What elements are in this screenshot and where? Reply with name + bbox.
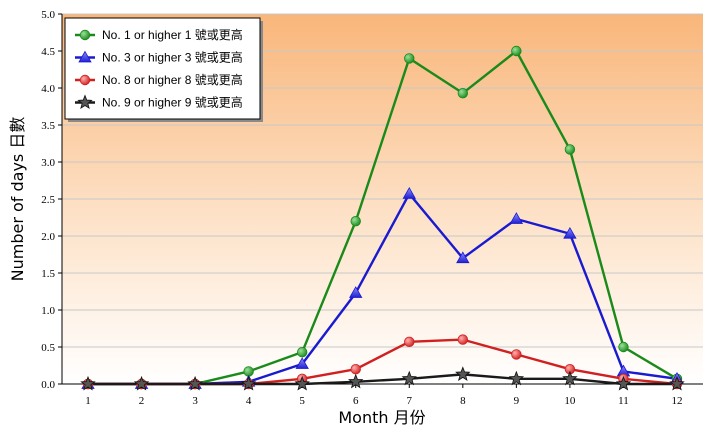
data-point-s4-m10	[562, 370, 578, 386]
legend-marker-2	[78, 50, 92, 63]
data-point-s1-m10	[564, 144, 576, 155]
data-point-s1-m5	[296, 346, 308, 358]
data-point-s4-m7	[401, 370, 417, 386]
series-line-4	[88, 373, 677, 386]
data-point-s3-m8	[457, 334, 469, 345]
y-axis-title: Number of days 日數	[8, 117, 27, 282]
x-tick-label: 5	[299, 395, 305, 407]
data-point-s4-m4	[240, 375, 257, 391]
x-axis-title: Month 月份	[338, 408, 425, 427]
data-point-s2-m5	[295, 357, 309, 369]
data-point-s1-m11	[618, 341, 629, 353]
data-point-s3-m7	[404, 336, 415, 348]
legend-label-1: No. 1 or higher 1 號或更高	[102, 27, 243, 42]
x-tick-label: 4	[246, 395, 252, 407]
x-tick-labels: 1 2 3 4 5 6 7 8 9 10 11 12	[85, 395, 682, 407]
data-point-s2-m6	[349, 286, 363, 298]
x-tick-label: 7	[407, 395, 413, 407]
data-point-s4-m12	[669, 375, 685, 391]
x-tick-label: 2	[139, 395, 145, 407]
data-point-s4-m2	[133, 375, 150, 391]
data-point-s3-m6	[350, 364, 361, 375]
y-tick-label: 3.5	[41, 120, 55, 132]
x-tick-label: 10	[564, 395, 576, 407]
data-point-s2-m7	[402, 187, 416, 199]
legend-label-3: No. 8 or higher 8 號或更高	[102, 72, 243, 87]
x-tick-label: 8	[460, 395, 466, 407]
y-tick-label: 3.0	[41, 157, 55, 169]
series-markers	[80, 45, 685, 391]
legend-marker-3	[79, 74, 91, 86]
data-point-s4-m9	[508, 370, 525, 386]
data-point-s1-m4	[243, 366, 254, 377]
y-tick-label: 5.0	[41, 9, 55, 21]
x-tick-label: 9	[514, 395, 520, 407]
y-tick-label: 2.5	[41, 194, 55, 206]
data-point-s4-m5	[294, 375, 310, 391]
legend-label-4: No. 9 or higher 9 號或更高	[102, 95, 243, 110]
x-tick-label: 3	[192, 395, 198, 407]
data-point-s2-m8	[456, 251, 470, 264]
data-point-s4-m8	[455, 366, 471, 381]
data-point-s3-m9	[511, 349, 522, 360]
y-tick-labels: 0.0 0.5 1.0 1.5 2.0 2.5 3.0 3.5 4.0 4.5 5.0	[41, 9, 55, 391]
data-point-s1-m8	[457, 87, 469, 99]
y-tick-label: 0.5	[41, 342, 55, 354]
x-tick-label: 1	[85, 395, 91, 407]
data-point-s4-m3	[187, 375, 203, 391]
y-tick-label: 4.5	[41, 46, 55, 58]
x-tick-label: 12	[672, 395, 683, 407]
x-tick-label: 6	[353, 395, 359, 407]
y-tick-label: 1.0	[41, 305, 55, 317]
x-tick-label: 11	[618, 395, 629, 407]
y-tick-label: 1.5	[41, 268, 55, 280]
data-point-s1-m9	[511, 45, 522, 57]
legend-box	[64, 17, 261, 120]
data-point-s1-m6	[350, 215, 361, 227]
y-tick-label: 2.0	[41, 231, 55, 243]
legend-marker-4	[77, 94, 93, 110]
legend: No. 1 or higher 1 號或更高 No. 3 or higher 3 …	[64, 17, 263, 122]
series-lines	[88, 49, 678, 386]
data-point-s4-m1	[80, 375, 96, 391]
data-point-s1-m7	[404, 53, 415, 64]
legend-marker-1	[79, 29, 91, 41]
data-point-s2-m9	[509, 212, 524, 224]
legend-label-2: No. 3 or higher 3 號或更高	[102, 50, 243, 65]
data-point-s4-m6	[348, 373, 364, 389]
data-point-s4-m11	[615, 375, 632, 391]
y-tick-label: 4.0	[41, 83, 55, 95]
data-point-s2-m10	[563, 226, 577, 239]
y-tick-label: 0.0	[41, 379, 55, 391]
